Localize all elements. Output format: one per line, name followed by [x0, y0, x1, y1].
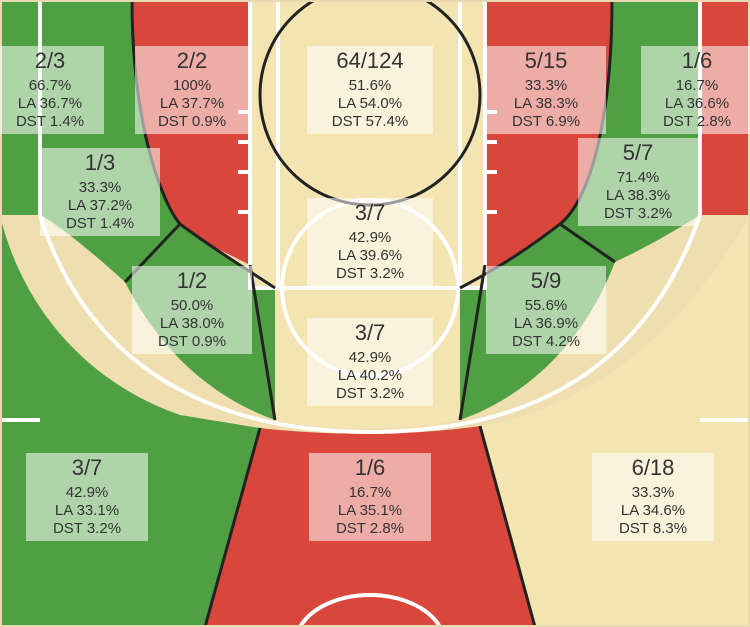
- zone-la-text: LA 36.9%: [514, 315, 578, 332]
- zone-label-top-key: 3/7 42.9%LA 40.2%DST 3.2%: [307, 318, 433, 406]
- zone-label-box: [486, 266, 606, 354]
- zone-dst-text: DST 4.2%: [512, 333, 580, 350]
- zone-label-box: [486, 46, 606, 134]
- zone-frac-text: 1/3: [85, 150, 116, 175]
- zone-dst-text: DST 3.2%: [336, 385, 404, 402]
- zone-label-right-elbow: 5/9 55.6%LA 36.9%DST 4.2%: [486, 266, 606, 354]
- zone-dst-text: DST 3.2%: [336, 265, 404, 282]
- zone-pct-text: 50.0%: [171, 297, 214, 314]
- zone-pct-text: 33.3%: [632, 484, 675, 501]
- zone-pct-text: 42.9%: [66, 484, 109, 501]
- zone-frac-text: 1/6: [682, 48, 713, 73]
- zone-frac-text: 5/7: [623, 140, 654, 165]
- zone-divider-top-left: [203, 427, 262, 627]
- zone-pct-text: 16.7%: [349, 484, 392, 501]
- zone-dst-text: DST 3.2%: [604, 205, 672, 222]
- zone-label-box: [592, 453, 714, 541]
- zone-label-right-corner-three: 1/6 16.7%LA 36.6%DST 2.8%: [641, 46, 750, 134]
- zone-frac-text: 3/7: [355, 200, 386, 225]
- zone-dst-text: DST 0.9%: [158, 333, 226, 350]
- zone-divider-top-right: [478, 425, 537, 627]
- zone-label-left-baseline-mid: 2/2 100%LA 37.7%DST 0.9%: [135, 46, 249, 134]
- three-point-arc: [38, 214, 702, 435]
- zone-dst-text: DST 8.3%: [619, 520, 687, 537]
- zone-frac-text: 1/6: [355, 455, 386, 480]
- zone-label-right-mid-low: 5/7 71.4%LA 38.3%DST 3.2%: [578, 138, 698, 226]
- zone-la-text: LA 36.7%: [18, 95, 82, 112]
- zone-la-text: LA 54.0%: [338, 95, 402, 112]
- zone-la-text: LA 38.3%: [514, 95, 578, 112]
- zone-label-right-baseline-mid: 5/15 33.3%LA 38.3%DST 6.9%: [486, 46, 606, 134]
- zone-dst-text: DST 0.9%: [158, 113, 226, 130]
- zone-frac-text: 5/9: [531, 268, 562, 293]
- zone-divider-key-left: [248, 264, 277, 421]
- zone-label-paint-restricted: 64/124 51.6%LA 54.0%DST 57.4%: [307, 46, 433, 134]
- zone-la-text: LA 34.6%: [621, 502, 685, 519]
- zone-label-box: [0, 46, 104, 134]
- zone-frac-text: 5/15: [525, 48, 568, 73]
- zone-frac-text: 2/2: [177, 48, 208, 73]
- zone-dst-text: DST 1.4%: [16, 113, 84, 130]
- zone-pct-text: 16.7%: [676, 77, 719, 94]
- zone-pct-text: 42.9%: [349, 349, 392, 366]
- zone-la-text: LA 33.1%: [55, 502, 119, 519]
- zone-la-text: LA 36.6%: [665, 95, 729, 112]
- zone-la-text: LA 37.2%: [68, 197, 132, 214]
- zone-frac-text: 3/7: [72, 455, 103, 480]
- center-circle: [298, 592, 442, 627]
- zone-pct-text: 66.7%: [29, 77, 72, 94]
- zone-label-top-three: 1/6 16.7%LA 35.1%DST 2.8%: [309, 453, 431, 541]
- zone-frac-text: 64/124: [336, 48, 403, 73]
- zone-dst-text: DST 2.8%: [663, 113, 731, 130]
- zone-frac-text: 6/18: [632, 455, 675, 480]
- zone-label-box: [307, 198, 433, 286]
- zone-label-box: [307, 46, 433, 134]
- zone-pct-text: 51.6%: [349, 77, 392, 94]
- zone-label-left-elbow: 1/2 50.0%LA 38.0%DST 0.9%: [132, 266, 252, 354]
- zone-label-box: [40, 148, 160, 236]
- zone-la-text: LA 38.0%: [160, 315, 224, 332]
- zone-pct-text: 100%: [173, 77, 211, 94]
- zone-frac-text: 2/3: [35, 48, 66, 73]
- zone-divider-key-right: [458, 264, 487, 421]
- zone-dst-text: DST 57.4%: [332, 113, 408, 130]
- zone-pct-text: 33.3%: [79, 179, 122, 196]
- zone-label-left-mid-low: 1/3 33.3%LA 37.2%DST 1.4%: [40, 148, 160, 236]
- zone-la-text: LA 35.1%: [338, 502, 402, 519]
- zone-label-box: [578, 138, 698, 226]
- zone-dst-text: DST 1.4%: [66, 215, 134, 232]
- zone-label-right-wing-three: 6/18 33.3%LA 34.6%DST 8.3%: [592, 453, 714, 541]
- zone-label-box: [309, 453, 431, 541]
- zone-pct-text: 55.6%: [525, 297, 568, 314]
- zone-frac-text: 1/2: [177, 268, 208, 293]
- zone-dst-text: DST 6.9%: [512, 113, 580, 130]
- zone-la-text: LA 37.7%: [160, 95, 224, 112]
- zone-dst-text: DST 3.2%: [53, 520, 121, 537]
- zone-pct-text: 42.9%: [349, 229, 392, 246]
- zone-la-text: LA 38.3%: [606, 187, 670, 204]
- zone-divider-right: [559, 222, 616, 264]
- zone-label-left-wing-three: 3/7 42.9%LA 33.1%DST 3.2%: [26, 453, 148, 541]
- zone-dst-text: DST 2.8%: [336, 520, 404, 537]
- zone-label-box: [641, 46, 750, 134]
- zone-label-paint-non-ra: 3/7 42.9%LA 39.6%DST 3.2%: [307, 198, 433, 286]
- zone-la-text: LA 39.6%: [338, 247, 402, 264]
- zone-label-box: [135, 46, 249, 134]
- zone-label-box: [26, 453, 148, 541]
- zone-la-text: LA 40.2%: [338, 367, 402, 384]
- zone-frac-text: 3/7: [355, 320, 386, 345]
- zone-label-box: [132, 266, 252, 354]
- zone-pct-text: 33.3%: [525, 77, 568, 94]
- zone-pct-text: 71.4%: [617, 169, 660, 186]
- zone-label-left-corner-three: 2/3 66.7%LA 36.7%DST 1.4%: [0, 46, 104, 134]
- zone-label-box: [307, 318, 433, 406]
